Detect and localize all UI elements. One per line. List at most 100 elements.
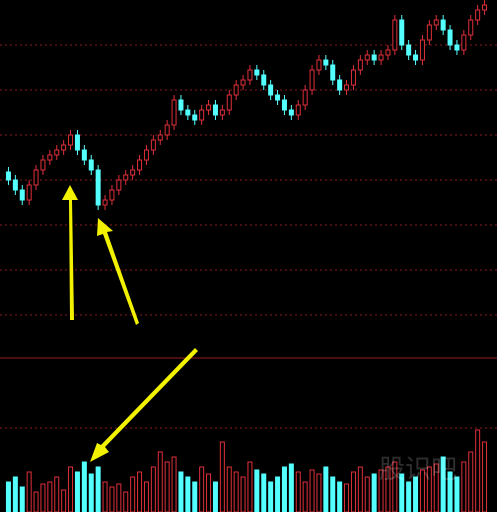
candle-body	[440, 19, 446, 31]
candle-body	[461, 34, 467, 51]
candle-body	[47, 154, 53, 161]
volume-bar	[240, 476, 246, 512]
volume-bar	[233, 471, 239, 512]
candle-body	[350, 69, 356, 86]
candle-body	[378, 54, 384, 61]
candle-body	[12, 179, 18, 191]
volume-bar	[226, 466, 232, 512]
candle-body	[385, 49, 391, 56]
volume-bar	[54, 476, 60, 512]
volume-bar	[281, 466, 287, 512]
candle-body	[344, 84, 350, 91]
volume-bar	[40, 483, 46, 512]
candle-body	[302, 89, 308, 106]
volume-bar	[426, 466, 432, 512]
candle-body	[26, 184, 32, 201]
volume-bar	[275, 476, 281, 512]
volume-bar	[433, 463, 439, 512]
volume-bar	[206, 473, 212, 512]
candle-body	[137, 159, 143, 171]
volume-bar	[440, 456, 446, 512]
annotations	[62, 185, 198, 462]
candle-body	[330, 64, 336, 81]
volume-bar	[419, 469, 425, 512]
volume-bar	[295, 471, 301, 512]
candle-body	[468, 19, 474, 36]
volume-bar	[364, 476, 370, 512]
candle-body	[33, 169, 39, 186]
volume-bar	[88, 473, 94, 512]
volume-bar	[164, 461, 170, 512]
volume-bar	[47, 481, 53, 512]
volume-bar	[337, 481, 343, 512]
candle-body	[88, 159, 94, 171]
volume-bar	[385, 466, 391, 512]
volume-bar	[33, 491, 39, 512]
candle-body	[109, 189, 115, 201]
candle-body	[192, 114, 198, 121]
volume-bar	[185, 476, 191, 512]
candle-body	[219, 109, 225, 116]
volume-bar	[102, 481, 108, 512]
volume-bar	[12, 476, 18, 512]
volume-bar	[212, 481, 218, 512]
candle-body	[337, 79, 343, 91]
candle-body	[199, 109, 205, 121]
candle-body	[157, 134, 163, 141]
volume-bar	[482, 441, 488, 512]
candle-body	[40, 159, 46, 171]
watermark: 股识吧	[379, 455, 457, 485]
volume-bar	[254, 469, 260, 512]
volume-bar	[61, 489, 67, 512]
candle-body	[392, 19, 398, 51]
candle-body	[268, 84, 274, 96]
volume-bar	[413, 476, 419, 512]
candle-body	[164, 124, 170, 136]
candle-body	[226, 94, 232, 111]
volume-bar	[199, 466, 205, 512]
candle-body	[116, 179, 122, 191]
volume-bar	[330, 476, 336, 512]
candle-body	[247, 69, 253, 81]
volume-bar	[130, 476, 136, 512]
candle-body	[178, 99, 184, 111]
volume-bar	[19, 486, 25, 512]
candle-body	[295, 104, 301, 116]
volume-bar	[357, 466, 363, 512]
candle-body	[316, 59, 322, 71]
candle-body	[212, 104, 218, 116]
candle-body	[482, 4, 488, 11]
price-panel	[5, 0, 488, 210]
candle-body	[233, 84, 239, 96]
candle-body	[281, 99, 287, 111]
candle-body	[413, 54, 419, 61]
volume-bar	[316, 473, 322, 512]
candle-body	[323, 59, 329, 66]
candle-body	[95, 169, 101, 206]
candle-body	[447, 29, 453, 46]
volume-bar	[68, 466, 74, 512]
candle-body	[81, 149, 87, 161]
volume-bar	[309, 469, 315, 512]
candle-body	[433, 19, 439, 26]
volume-bar	[406, 481, 412, 512]
candle-body	[123, 174, 129, 181]
candle-body	[150, 139, 156, 151]
candle-body	[288, 109, 294, 116]
candle-body	[206, 104, 212, 111]
volume-bar	[178, 471, 184, 512]
candle-body	[185, 109, 191, 116]
candle-body	[399, 19, 405, 46]
volume-bar	[74, 471, 80, 512]
volume-bar	[261, 473, 267, 512]
candle-body	[130, 169, 136, 176]
candle-body	[19, 189, 25, 201]
candle-body	[406, 44, 412, 56]
candle-body	[309, 69, 315, 91]
volume-bar	[302, 481, 308, 512]
candle-body	[102, 199, 108, 206]
candle-body	[454, 44, 460, 51]
volume-bar	[26, 471, 32, 512]
